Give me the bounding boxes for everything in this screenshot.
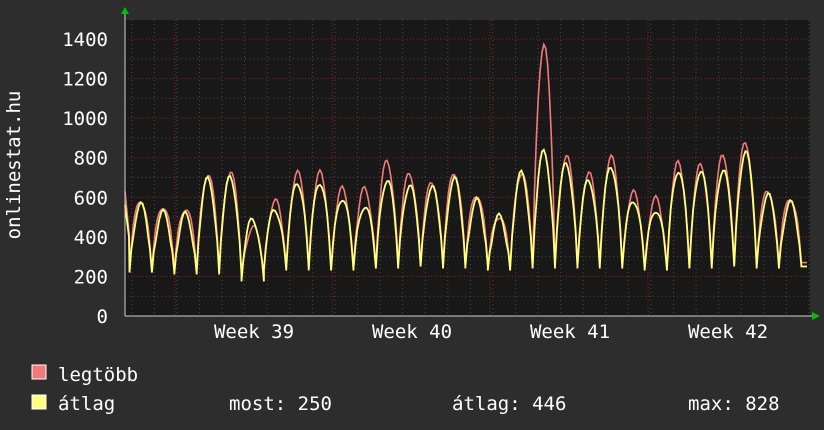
legend: legtöbb átlag most: 250 átlag: 446 max: … <box>31 364 780 415</box>
y-axis-arrow-icon <box>121 7 129 14</box>
x-tick-label: Week 39 <box>214 321 294 343</box>
y-tick-label: 800 <box>74 148 108 170</box>
y-tick-label: 400 <box>74 227 108 249</box>
legend-item-atlag: átlag <box>31 393 115 415</box>
y-tick-label: 1400 <box>62 29 108 51</box>
y-tick-label: 1200 <box>62 69 108 91</box>
y-tick-label: 1000 <box>62 108 108 130</box>
y-tick-label: 200 <box>74 266 108 288</box>
x-axis-arrow-icon <box>812 312 820 320</box>
legend-item-legtobb: legtöbb <box>31 364 138 386</box>
grid <box>125 20 810 316</box>
legend-swatch-atlag <box>31 394 47 410</box>
y-tick-label: 600 <box>74 187 108 209</box>
y-tick-label: 0 <box>97 306 108 328</box>
legend-label-legtobb: legtöbb <box>58 364 138 386</box>
x-tick-labels: Week 39 Week 40 Week 41 Week 42 <box>214 321 768 343</box>
x-tick-label: Week 42 <box>688 321 768 343</box>
axes <box>121 7 820 320</box>
stat-max: max: 828 <box>688 393 780 415</box>
plot-area <box>125 20 810 316</box>
stat-average: átlag: 446 <box>452 393 566 415</box>
x-tick-label: Week 41 <box>530 321 610 343</box>
y-axis-label: onlinestat.hu <box>3 91 25 240</box>
series-group <box>124 42 807 282</box>
legend-label-atlag: átlag <box>58 393 115 415</box>
y-tick-labels: 0 200 400 600 800 1000 1200 1400 <box>62 29 108 328</box>
x-tick-label: Week 40 <box>372 321 452 343</box>
series-line-atlag <box>124 148 807 282</box>
stat-current: most: 250 <box>229 393 332 415</box>
legend-swatch-legtobb <box>31 364 47 380</box>
